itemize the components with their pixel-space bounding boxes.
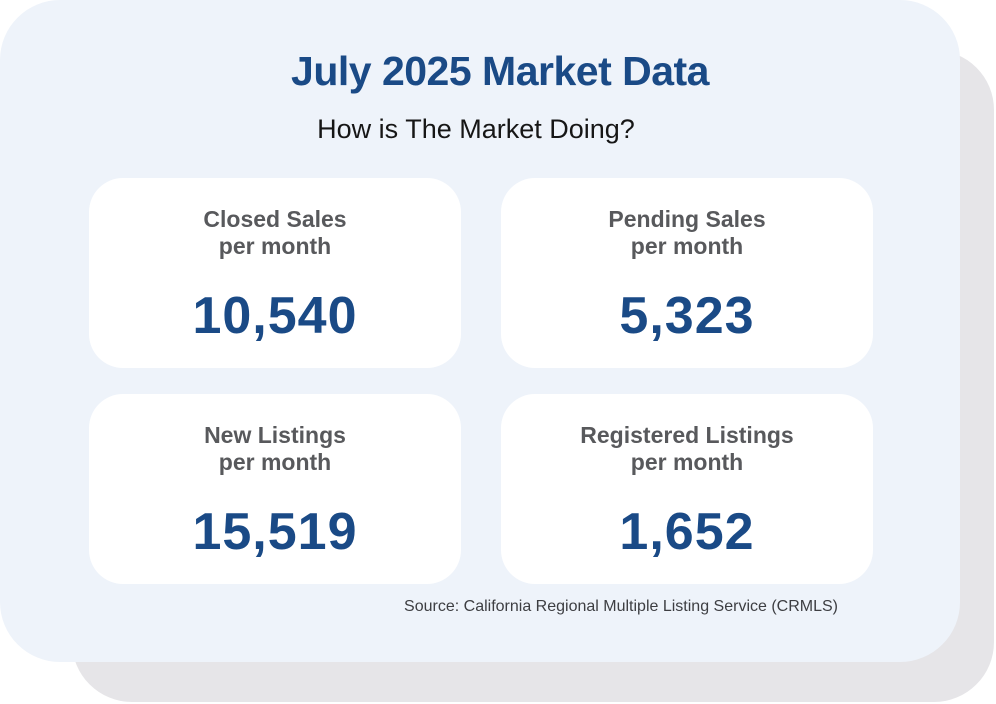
pending-sales-card: Pending Sales per month 5,323 xyxy=(501,178,873,368)
stat-label-line1: Pending Sales xyxy=(608,206,766,232)
stat-label-line1: Registered Listings xyxy=(580,422,794,448)
stat-label-line2: per month xyxy=(218,233,332,259)
stat-label: Closed Sales per month xyxy=(89,206,461,260)
stat-label: Registered Listings per month xyxy=(501,422,873,476)
stat-label-line2: per month xyxy=(218,449,332,475)
page-subtitle: How is The Market Doing? xyxy=(317,114,635,144)
source-citation: Source: California Regional Multiple Lis… xyxy=(404,598,838,615)
pending-sales-value: 5,323 xyxy=(619,287,755,345)
closed-sales-value: 10,540 xyxy=(192,287,358,345)
stat-label: New Listings per month xyxy=(89,422,461,476)
new-listings-card: New Listings per month 15,519 xyxy=(89,394,461,584)
new-listings-value: 15,519 xyxy=(192,503,358,561)
registered-listings-value: 1,652 xyxy=(619,503,755,561)
stat-label-line2: per month xyxy=(630,449,744,475)
registered-listings-card: Registered Listings per month 1,652 xyxy=(501,394,873,584)
stat-label: Pending Sales per month xyxy=(501,206,873,260)
page-title: July 2025 Market Data xyxy=(291,48,709,94)
stat-label-line2: per month xyxy=(630,233,744,259)
stat-label-line1: New Listings xyxy=(204,422,346,448)
market-data-card: July 2025 Market Data How is The Market … xyxy=(0,0,960,662)
closed-sales-card: Closed Sales per month 10,540 xyxy=(89,178,461,368)
stat-label-line1: Closed Sales xyxy=(203,206,347,232)
